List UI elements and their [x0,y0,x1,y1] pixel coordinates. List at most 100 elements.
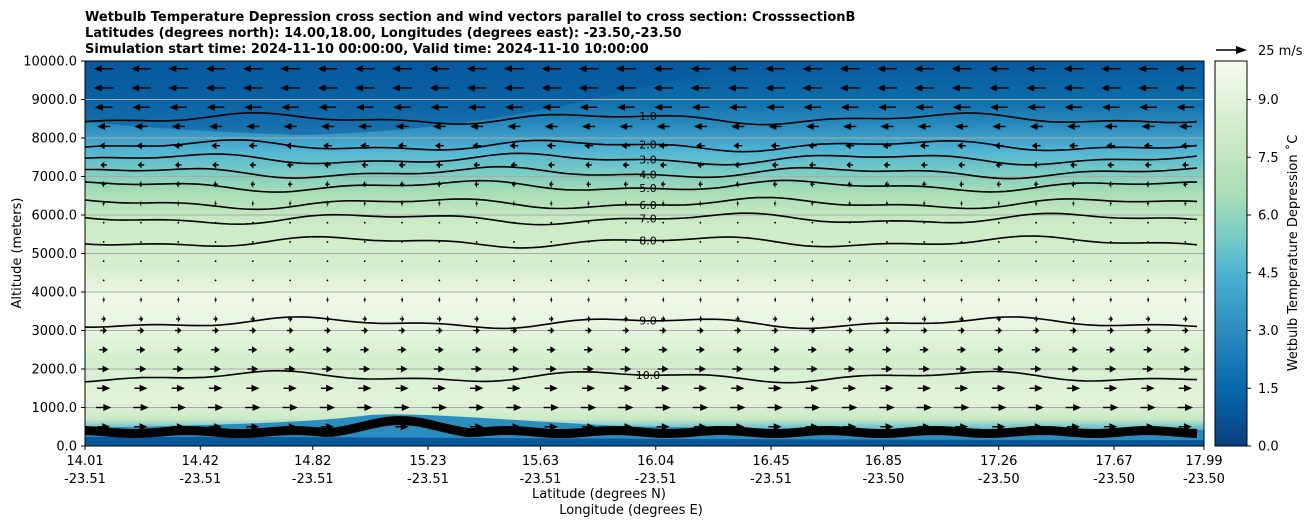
wind-vector [131,65,151,73]
wind-vector [438,241,441,243]
wind-vector [395,423,409,431]
wind-vector [434,346,444,354]
wind-vector [168,84,189,92]
wind-vector [953,404,970,411]
x-tick-lon: -23.50 [1183,472,1225,487]
wind-vector [549,180,554,188]
wind-vector [584,346,593,354]
wind-vector [281,103,299,111]
wind-vector [475,221,478,224]
wind-vector [437,315,442,323]
wind-vector [1026,84,1047,92]
y-tick-label: 7000.0 [32,170,78,185]
wind-vector [287,180,293,188]
wind-vector [992,423,1006,431]
wind-vector [246,122,260,130]
wind-vector [693,384,708,392]
wind-vector [357,404,373,411]
wind-vector [95,404,112,411]
wind-vector [102,199,105,207]
wind-vector [1145,180,1151,188]
wind-vector [954,423,969,431]
wind-vector [508,365,520,373]
wind-vector [997,296,1000,304]
wind-vector [1109,221,1112,224]
wind-vector [696,142,705,150]
wind-vector [771,161,779,169]
wind-vector [396,365,408,373]
wind-vector [211,346,220,354]
wind-vector [319,404,336,411]
wind-vector [615,84,636,92]
wind-vector [811,279,814,282]
wind-vector [923,279,926,282]
wind-vector [1175,84,1196,92]
wind-vector [248,346,258,354]
wind-vector [578,65,599,73]
wind-vector [699,279,702,282]
wind-vector [659,161,667,169]
wind-vector [1067,365,1079,373]
wind-vector [657,365,669,373]
wind-vector [401,241,403,243]
wind-vector [954,122,969,130]
wind-vector [1035,260,1038,263]
contour-label: 5.0 [639,182,657,195]
wind-vector [660,180,666,188]
wind-vector [133,404,149,411]
wind-vector [885,199,889,207]
wind-vector [504,84,524,92]
wind-vector [662,260,665,263]
y-tick-label: 8000.0 [32,132,78,147]
wind-vector [736,221,739,224]
wind-vector [772,180,778,188]
wind-vector [728,103,747,111]
wind-vector [177,296,180,304]
wind-vector [399,315,405,323]
wind-vector [586,315,591,323]
wind-vector [1069,346,1078,354]
wind-vector [918,365,930,373]
wind-vector [358,122,372,130]
wind-vector [1103,404,1119,411]
wind-vector [587,241,590,243]
contour-lines: 1.0 2.0 3.04.05.0 6.07.0 8.0 9.0 10.0 [85,110,1198,439]
wind-vector [1035,279,1038,282]
contour-label: 1.0 [639,110,657,123]
wind-vector [622,327,630,334]
wind-vector [171,384,185,392]
wind-vector [699,241,702,243]
wind-vector [768,122,782,130]
wind-vector [1027,103,1045,111]
y-tick-label: 6000.0 [32,209,78,224]
wind-vector [437,180,442,188]
wind-vector [660,315,666,323]
wind-vector [1065,404,1082,411]
y-tick-label: 5000.0 [32,247,78,262]
wind-vector [283,384,297,392]
wind-vector [735,180,740,188]
wind-vector [473,161,480,169]
wind-vector [251,221,254,224]
wind-vector [326,241,329,243]
wind-vector [213,180,218,188]
wind-vector [923,296,926,304]
wind-vector [251,199,254,207]
wind-vector [205,84,226,92]
wind-vector [542,103,561,111]
wind-vector [169,103,188,111]
wind-vector [1182,327,1189,334]
wind-vector [774,260,776,263]
wind-vector [438,221,441,224]
wind-vector [877,84,897,92]
wind-vector [917,384,931,392]
wind-vector [541,65,562,73]
wind-vector [654,103,672,111]
y-tick-label: 2000.0 [32,363,78,378]
wind-vector [363,279,366,282]
x-tick-lon: -23.51 [179,472,221,487]
wind-vector [97,423,111,431]
wind-vector [324,327,331,334]
wind-vector [325,315,330,323]
wind-vector [917,122,931,130]
